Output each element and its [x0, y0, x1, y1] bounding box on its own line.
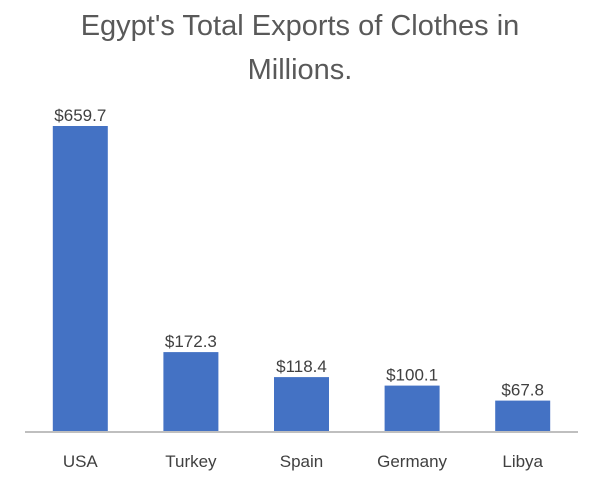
data-label-turkey: $172.3: [165, 332, 217, 351]
data-labels-group: $659.7 $172.3 $118.4 $100.1 $67.8: [54, 106, 544, 400]
data-label-libya: $67.8: [501, 381, 544, 400]
x-tick-label-turkey: Turkey: [165, 452, 217, 471]
data-label-usa: $659.7: [54, 106, 106, 125]
data-label-spain: $118.4: [276, 357, 327, 376]
data-label-germany: $100.1: [386, 366, 438, 385]
x-tick-label-libya: Libya: [502, 452, 543, 471]
x-tick-label-spain: Spain: [280, 452, 323, 471]
bar-libya: [495, 400, 551, 432]
x-tick-label-usa: USA: [63, 452, 99, 471]
bar-spain: [274, 377, 329, 432]
bars-group: [52, 126, 551, 432]
bar-turkey: [163, 352, 219, 432]
chart-title: Egypt's Total Exports of Clothes in Mill…: [80, 10, 520, 86]
x-tick-label-germany: Germany: [377, 452, 447, 471]
bar-germany: [384, 385, 440, 432]
x-tick-labels-group: USA Turkey Spain Germany Libya: [63, 452, 544, 471]
bar-usa: [52, 126, 108, 432]
